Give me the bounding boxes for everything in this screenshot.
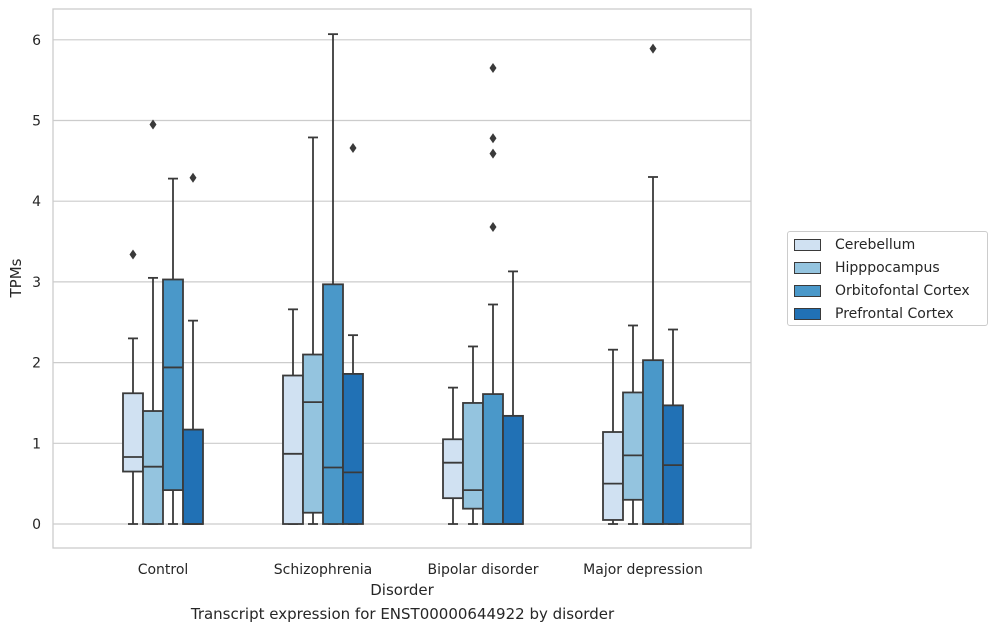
y-tick-label: 1 xyxy=(32,436,41,452)
y-tick-label: 5 xyxy=(32,114,41,130)
outlier-point xyxy=(489,133,497,144)
legend-swatch-prefrontal xyxy=(794,308,821,320)
y-tick-label: 3 xyxy=(32,275,41,291)
legend-item-orbitofrontal: Orbitofontal Cortex xyxy=(794,281,970,301)
box xyxy=(182,428,204,525)
x-tick-label: Bipolar disorder xyxy=(427,562,538,578)
box-group xyxy=(442,386,464,525)
outlier-point xyxy=(349,142,357,153)
legend-swatch-hippocampus xyxy=(794,262,821,274)
outlier-point xyxy=(189,172,197,183)
box xyxy=(622,391,644,501)
x-tick-labels: Control Schizophrenia Bipolar disorder Majo… xyxy=(138,562,703,578)
x-tick-label: Schizophrenia xyxy=(274,562,372,578)
box-group xyxy=(622,324,644,525)
box-group xyxy=(642,43,664,525)
legend-label-orbitofrontal: Orbitofontal Cortex xyxy=(835,283,970,299)
box xyxy=(342,372,364,525)
box xyxy=(162,278,184,492)
x-tick-label: Control xyxy=(138,562,189,578)
box xyxy=(462,402,484,510)
outlier-point xyxy=(489,148,497,159)
box xyxy=(642,359,664,525)
x-axis-label: Disorder xyxy=(370,581,434,599)
outlier-point xyxy=(149,119,157,130)
box-group xyxy=(662,328,684,525)
box xyxy=(442,438,464,500)
legend-label-hippocampus: Hipppocampus xyxy=(835,260,940,276)
y-tick-labels: 0 1 2 3 4 5 6 xyxy=(32,33,41,533)
box-group xyxy=(342,142,364,525)
y-axis-label: TPMs xyxy=(7,258,25,298)
box xyxy=(322,283,344,525)
box-group xyxy=(122,249,144,525)
box-group xyxy=(162,177,184,525)
legend-swatch-orbitofrontal xyxy=(794,285,821,297)
box-group xyxy=(602,348,624,525)
box xyxy=(602,431,624,521)
box xyxy=(122,392,144,473)
legend-swatch-cerebellum xyxy=(794,239,821,251)
legend-item-hippocampus: Hipppocampus xyxy=(794,258,940,278)
y-tick-label: 0 xyxy=(32,517,41,533)
legend-label-prefrontal: Prefrontal Cortex xyxy=(835,306,954,322)
box xyxy=(302,353,324,514)
x-tick-label: Major depression xyxy=(583,562,703,578)
box-group xyxy=(182,172,204,525)
outlier-point xyxy=(489,63,497,74)
box-group xyxy=(142,119,164,525)
legend-label-cerebellum: Cerebellum xyxy=(835,237,916,253)
outlier-point xyxy=(649,43,657,54)
y-tick-label: 4 xyxy=(32,194,41,210)
box xyxy=(482,393,504,525)
legend-item-cerebellum: Cerebellum xyxy=(794,235,915,255)
chart-caption: Transcript expression for ENST0000064492… xyxy=(190,605,615,623)
legend-item-prefrontal: Prefrontal Cortex xyxy=(794,304,954,324)
box-group xyxy=(502,270,524,525)
legend: Cerebellum Hipppocampus Orbitofontal Cor… xyxy=(787,231,988,326)
outlier-point xyxy=(129,249,137,260)
boxes xyxy=(122,33,684,525)
y-tick-label: 2 xyxy=(32,356,41,372)
box xyxy=(282,374,304,525)
outlier-point xyxy=(489,222,497,233)
y-tick-label: 6 xyxy=(32,33,41,49)
box xyxy=(502,414,524,525)
